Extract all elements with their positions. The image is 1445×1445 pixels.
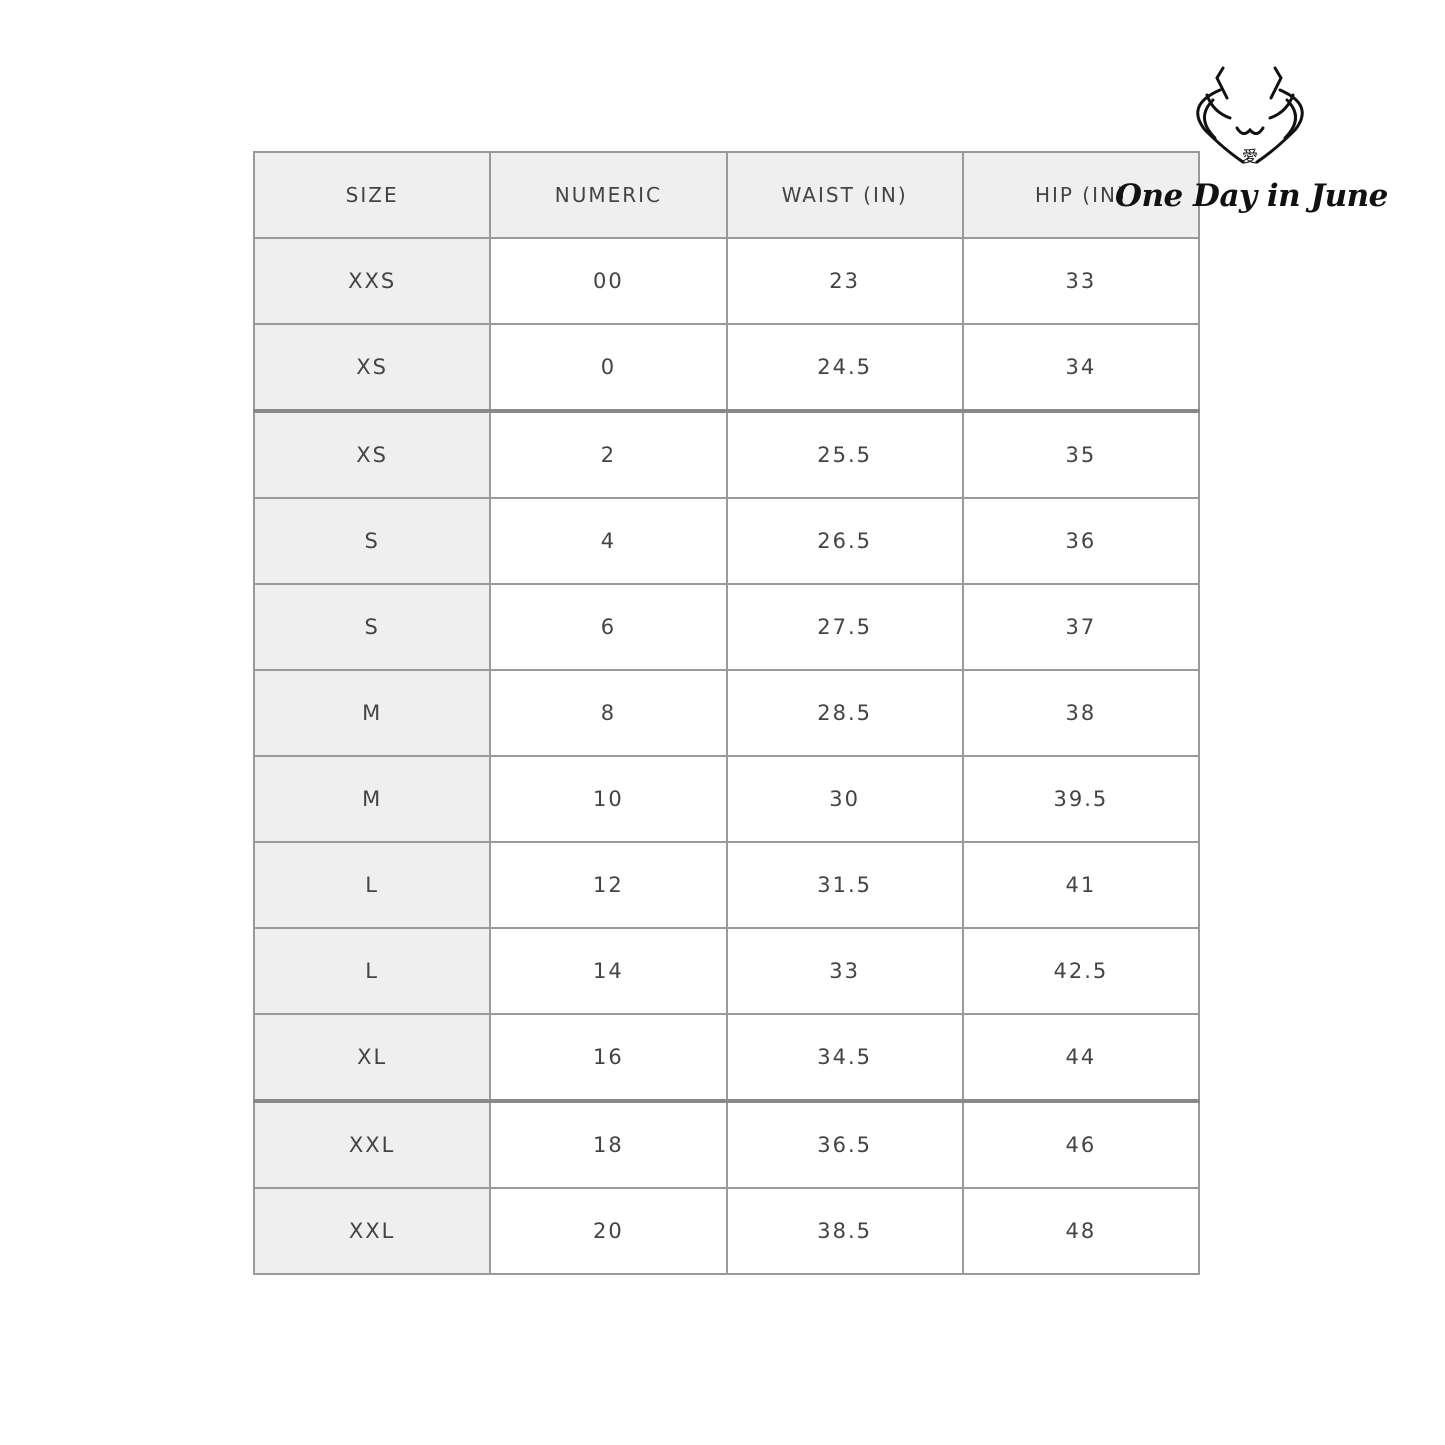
cell-waist: 28.5 xyxy=(725,669,964,757)
header-waist: WAIST (IN) xyxy=(725,151,964,239)
cell-numeric: 10 xyxy=(489,755,728,843)
cell-waist: 34.5 xyxy=(725,1013,964,1102)
cell-hip: 44 xyxy=(961,1013,1201,1102)
svg-text:愛: 愛 xyxy=(1242,147,1258,166)
cell-hip: 39.5 xyxy=(961,755,1201,843)
cell-waist: 24.5 xyxy=(725,323,964,412)
header-row: SIZE NUMERIC WAIST (IN) HIP (IN) xyxy=(252,151,1201,239)
cell-hip: 41 xyxy=(961,841,1201,929)
header-numeric: NUMERIC xyxy=(489,151,728,239)
table-row: XXL 20 38.5 48 xyxy=(252,1187,1201,1275)
size-chart-table: SIZE NUMERIC WAIST (IN) HIP (IN) XXS 00 23… xyxy=(252,151,1201,1275)
cell-waist: 30 xyxy=(725,755,964,843)
cell-waist: 36.5 xyxy=(725,1099,964,1189)
table-row: S 6 27.5 37 xyxy=(252,583,1201,671)
table-row: S 4 26.5 36 xyxy=(252,497,1201,585)
table-row: L 12 31.5 41 xyxy=(252,841,1201,929)
cell-numeric: 6 xyxy=(489,583,728,671)
cell-size: L xyxy=(252,927,492,1015)
cell-waist: 31.5 xyxy=(725,841,964,929)
brand-logo: 愛 One Day in June xyxy=(1115,50,1388,230)
cell-numeric: 16 xyxy=(489,1013,728,1102)
cell-numeric: 00 xyxy=(489,237,728,325)
cell-hip: 42.5 xyxy=(961,927,1201,1015)
cell-hip: 35 xyxy=(961,409,1201,499)
cell-size: M xyxy=(252,755,492,843)
table-row: L 14 33 42.5 xyxy=(252,927,1201,1015)
table-row: XL 16 34.5 44 xyxy=(252,1013,1201,1102)
cell-numeric: 14 xyxy=(489,927,728,1015)
cell-size: XXL xyxy=(252,1187,492,1275)
cell-numeric: 0 xyxy=(489,323,728,412)
cell-size: L xyxy=(252,841,492,929)
cell-waist: 26.5 xyxy=(725,497,964,585)
cat-face-logo-icon: 愛 xyxy=(1196,66,1304,166)
cell-size: S xyxy=(252,497,492,585)
table-row: XXS 00 23 33 xyxy=(252,237,1201,325)
table-row: XS 0 24.5 34 xyxy=(252,323,1201,412)
header-hip: HIP (IN) xyxy=(961,151,1201,239)
cell-size: XL xyxy=(252,1013,492,1102)
cell-waist: 25.5 xyxy=(725,409,964,499)
cell-waist: 27.5 xyxy=(725,583,964,671)
cell-size: XS xyxy=(252,409,492,499)
cell-waist: 33 xyxy=(725,927,964,1015)
cell-waist: 38.5 xyxy=(725,1187,964,1275)
cell-hip: 36 xyxy=(961,497,1201,585)
cell-size: M xyxy=(252,669,492,757)
cell-numeric: 18 xyxy=(489,1099,728,1189)
header-size: SIZE xyxy=(252,151,492,239)
cell-hip: 38 xyxy=(961,669,1201,757)
cell-waist: 23 xyxy=(725,237,964,325)
cell-hip: 34 xyxy=(961,323,1201,412)
brand-name: One Day in June xyxy=(1115,178,1388,214)
cell-numeric: 20 xyxy=(489,1187,728,1275)
cell-numeric: 12 xyxy=(489,841,728,929)
cell-numeric: 2 xyxy=(489,409,728,499)
cell-hip: 48 xyxy=(961,1187,1201,1275)
table-row: XXL 18 36.5 46 xyxy=(252,1099,1201,1189)
table-row: XS 2 25.5 35 xyxy=(252,409,1201,499)
table-row: M 10 30 39.5 xyxy=(252,755,1201,843)
table-row: M 8 28.5 38 xyxy=(252,669,1201,757)
cell-hip: 46 xyxy=(961,1099,1201,1189)
cell-numeric: 4 xyxy=(489,497,728,585)
cell-hip: 33 xyxy=(961,237,1201,325)
cell-size: S xyxy=(252,583,492,671)
cell-size: XXS xyxy=(252,237,492,325)
cell-size: XXL xyxy=(252,1099,492,1189)
cell-numeric: 8 xyxy=(489,669,728,757)
cell-size: XS xyxy=(252,323,492,412)
cell-hip: 37 xyxy=(961,583,1201,671)
